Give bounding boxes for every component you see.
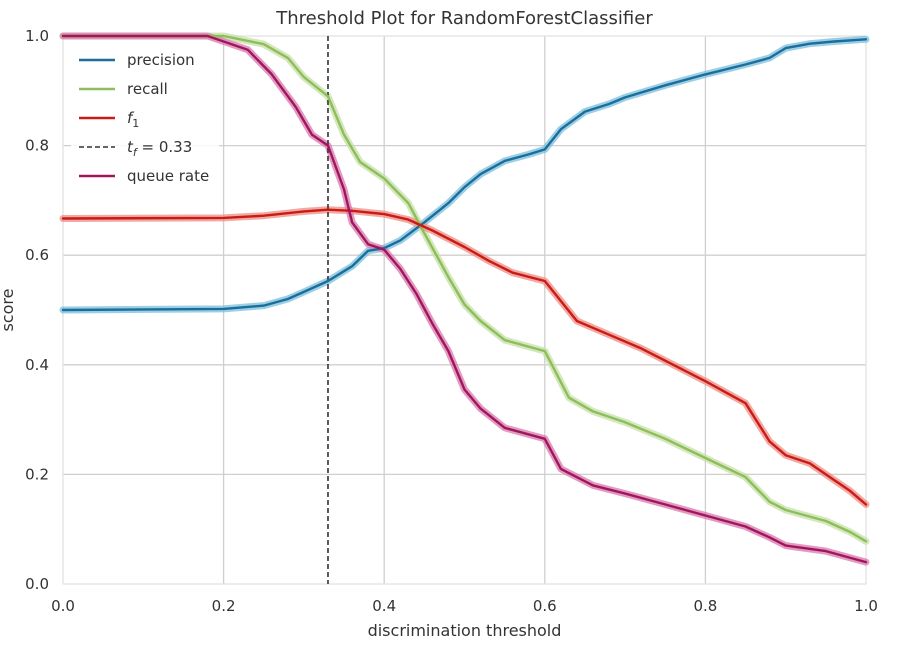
legend-label-f1: f1 bbox=[127, 109, 139, 130]
legend-box bbox=[71, 44, 219, 199]
series-lines bbox=[61, 34, 868, 564]
y-tick-label: 1.0 bbox=[25, 27, 49, 45]
y-tick-label: 0.2 bbox=[25, 465, 49, 483]
chart-title: Threshold Plot for RandomForestClassifie… bbox=[275, 8, 653, 29]
legend: precision recall f1 tf = 0.33 queue rate bbox=[71, 44, 219, 199]
legend-label-precision: precision bbox=[127, 51, 195, 69]
x-tick-label: 0.2 bbox=[212, 597, 236, 615]
legend-label-queue-rate: queue rate bbox=[127, 167, 209, 185]
y-tick-label: 0.6 bbox=[25, 246, 49, 264]
queue-rate-line bbox=[61, 34, 868, 564]
x-tick-label: 0.6 bbox=[533, 597, 557, 615]
tick-labels: 0.0 0.2 0.4 0.6 0.8 1.0 0.0 0.2 0.4 0.6 0.8 1.0 bbox=[25, 27, 878, 615]
f1-line bbox=[61, 208, 868, 506]
x-tick-label: 1.0 bbox=[854, 597, 878, 615]
precision-line bbox=[61, 38, 868, 312]
legend-label-threshold: tf = 0.33 bbox=[127, 138, 192, 159]
y-tick-label: 0.0 bbox=[25, 575, 49, 593]
x-tick-label: 0.4 bbox=[372, 597, 396, 615]
y-axis-label: score bbox=[0, 289, 17, 332]
y-tick-label: 0.8 bbox=[25, 137, 49, 155]
y-tick-label: 0.4 bbox=[25, 356, 49, 374]
x-axis-label: discrimination threshold bbox=[368, 621, 562, 640]
legend-label-recall: recall bbox=[127, 80, 168, 98]
recall-line bbox=[61, 34, 868, 543]
x-tick-label: 0.8 bbox=[693, 597, 717, 615]
x-tick-label: 0.0 bbox=[51, 597, 75, 615]
